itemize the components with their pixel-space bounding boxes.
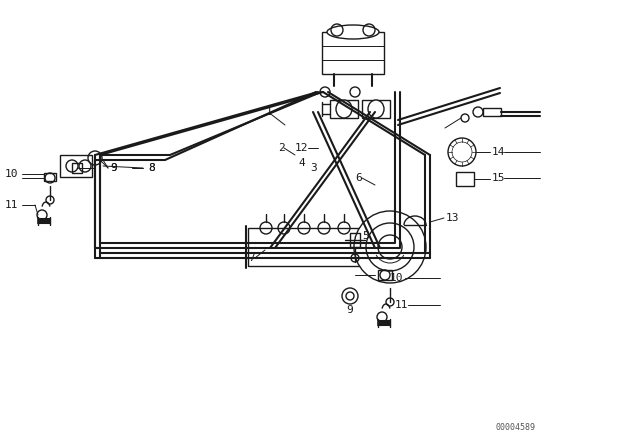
Text: 2: 2	[278, 143, 285, 153]
Text: 8: 8	[148, 163, 155, 173]
Bar	[248, 228, 368, 266]
Text: 00004589: 00004589	[495, 423, 535, 432]
Bar	[322, 32, 384, 74]
Text: 6: 6	[355, 173, 362, 183]
Text: 9: 9	[347, 305, 353, 315]
Circle shape	[354, 211, 426, 283]
Ellipse shape	[368, 100, 384, 118]
Text: 5: 5	[362, 231, 369, 241]
Bar	[483, 108, 501, 116]
Ellipse shape	[336, 100, 352, 118]
Bar	[456, 172, 474, 186]
Text: 3: 3	[310, 163, 317, 173]
Text: 7: 7	[248, 253, 255, 263]
Ellipse shape	[327, 25, 379, 39]
Bar	[330, 100, 358, 118]
Text: 10: 10	[390, 273, 403, 283]
Text: 10: 10	[5, 169, 19, 179]
Bar	[350, 233, 360, 247]
Circle shape	[342, 288, 358, 304]
Text: 13: 13	[446, 213, 460, 223]
Bar	[44, 173, 56, 181]
Circle shape	[448, 138, 476, 166]
Text: 12: 12	[295, 143, 308, 153]
Bar	[72, 163, 82, 173]
Bar	[362, 100, 390, 118]
Text: 4: 4	[298, 158, 305, 168]
Text: 1: 1	[266, 107, 273, 117]
Text: 11: 11	[5, 200, 19, 210]
Text: 9: 9	[110, 163, 116, 173]
Text: 15: 15	[492, 173, 506, 183]
Text: 14: 14	[492, 147, 506, 157]
Text: 9: 9	[110, 163, 116, 173]
Text: 8: 8	[148, 163, 155, 173]
Circle shape	[378, 235, 402, 259]
Bar	[378, 270, 392, 280]
Text: 11: 11	[395, 300, 408, 310]
Bar	[60, 155, 92, 177]
